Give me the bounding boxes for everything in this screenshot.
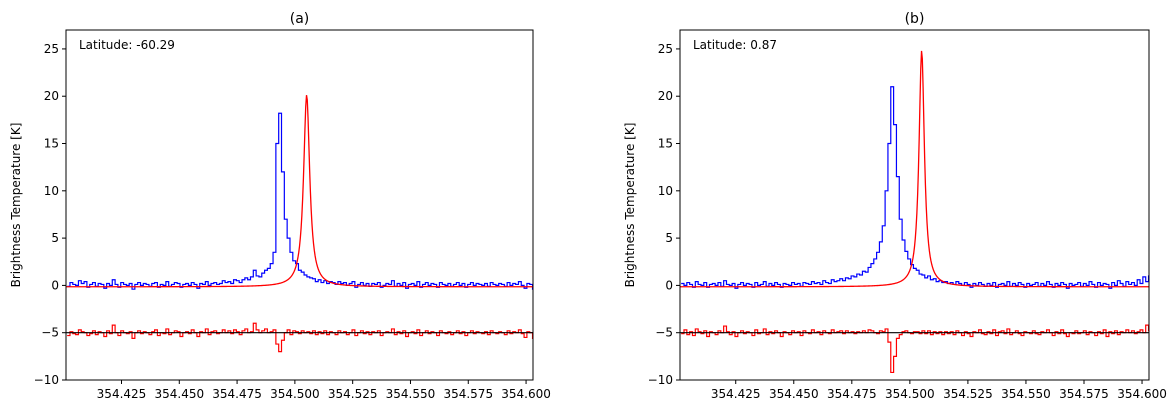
y-tick-label: 5 <box>51 231 59 245</box>
y-tick-label: 25 <box>658 42 673 56</box>
x-tick-label: 354.475 <box>212 387 262 401</box>
x-tick-label: 354.600 <box>501 387 551 401</box>
latitude-annotation: Latitude: -60.29 <box>79 38 175 52</box>
y-tick-label: −10 <box>34 373 59 387</box>
y-tick-label: −10 <box>648 373 673 387</box>
y-axis-label: Brightness Temperature [K] <box>9 123 23 288</box>
y-tick-label: 0 <box>665 278 673 292</box>
x-tick-label: 354.600 <box>1117 387 1167 401</box>
y-tick-label: 15 <box>44 137 59 151</box>
x-tick-label: 354.475 <box>827 387 877 401</box>
plot-frame <box>65 29 534 381</box>
residual-spectrum-line <box>681 324 1149 374</box>
y-tick-label: 10 <box>44 184 59 198</box>
y-tick-label: 20 <box>44 89 59 103</box>
chart-title: (a) <box>290 11 310 27</box>
y-axis-label: Brightness Temperature [K] <box>623 123 637 288</box>
x-tick-label: 354.425 <box>711 387 761 401</box>
x-tick-label: 354.575 <box>1059 387 1109 401</box>
y-tick-label: 25 <box>44 42 59 56</box>
x-tick-label: 354.575 <box>443 387 493 401</box>
chart-title: (b) <box>905 11 925 27</box>
x-tick-label: 354.425 <box>97 387 147 401</box>
x-tick-label: 354.550 <box>386 387 436 401</box>
y-tick-label: 0 <box>51 278 59 292</box>
residual-spectrum-line <box>67 322 533 353</box>
model-fit-line <box>66 95 533 288</box>
plot-frame <box>679 29 1150 381</box>
x-tick-label: 354.500 <box>885 387 935 401</box>
x-tick-label: 354.550 <box>1001 387 1051 401</box>
y-tick-label: −5 <box>655 326 673 340</box>
chart-panel-a: 354.425 354.450 354.475 354.500 354.525 354.5… <box>9 11 551 401</box>
x-tick-label: 354.525 <box>943 387 993 401</box>
latitude-annotation: Latitude: 0.87 <box>693 38 777 52</box>
plot-area <box>66 95 533 353</box>
y-tick-label: 5 <box>665 231 673 245</box>
y-tick-label: −5 <box>41 326 59 340</box>
x-tick-label: 354.500 <box>270 387 320 401</box>
x-tick-label: 354.450 <box>154 387 204 401</box>
x-tick-label: 354.450 <box>769 387 819 401</box>
chart-panel-b: 354.425 354.450 354.475 354.500 354.525 354.5… <box>623 11 1167 401</box>
x-tick-label: 354.525 <box>328 387 378 401</box>
y-tick-label: 10 <box>658 184 673 198</box>
observed-spectrum-line <box>681 86 1149 289</box>
observed-spectrum-line <box>67 112 533 290</box>
y-tick-label: 20 <box>658 89 673 103</box>
model-fit-line <box>680 50 1149 288</box>
plot-area <box>680 50 1149 374</box>
y-tick-label: 15 <box>658 137 673 151</box>
